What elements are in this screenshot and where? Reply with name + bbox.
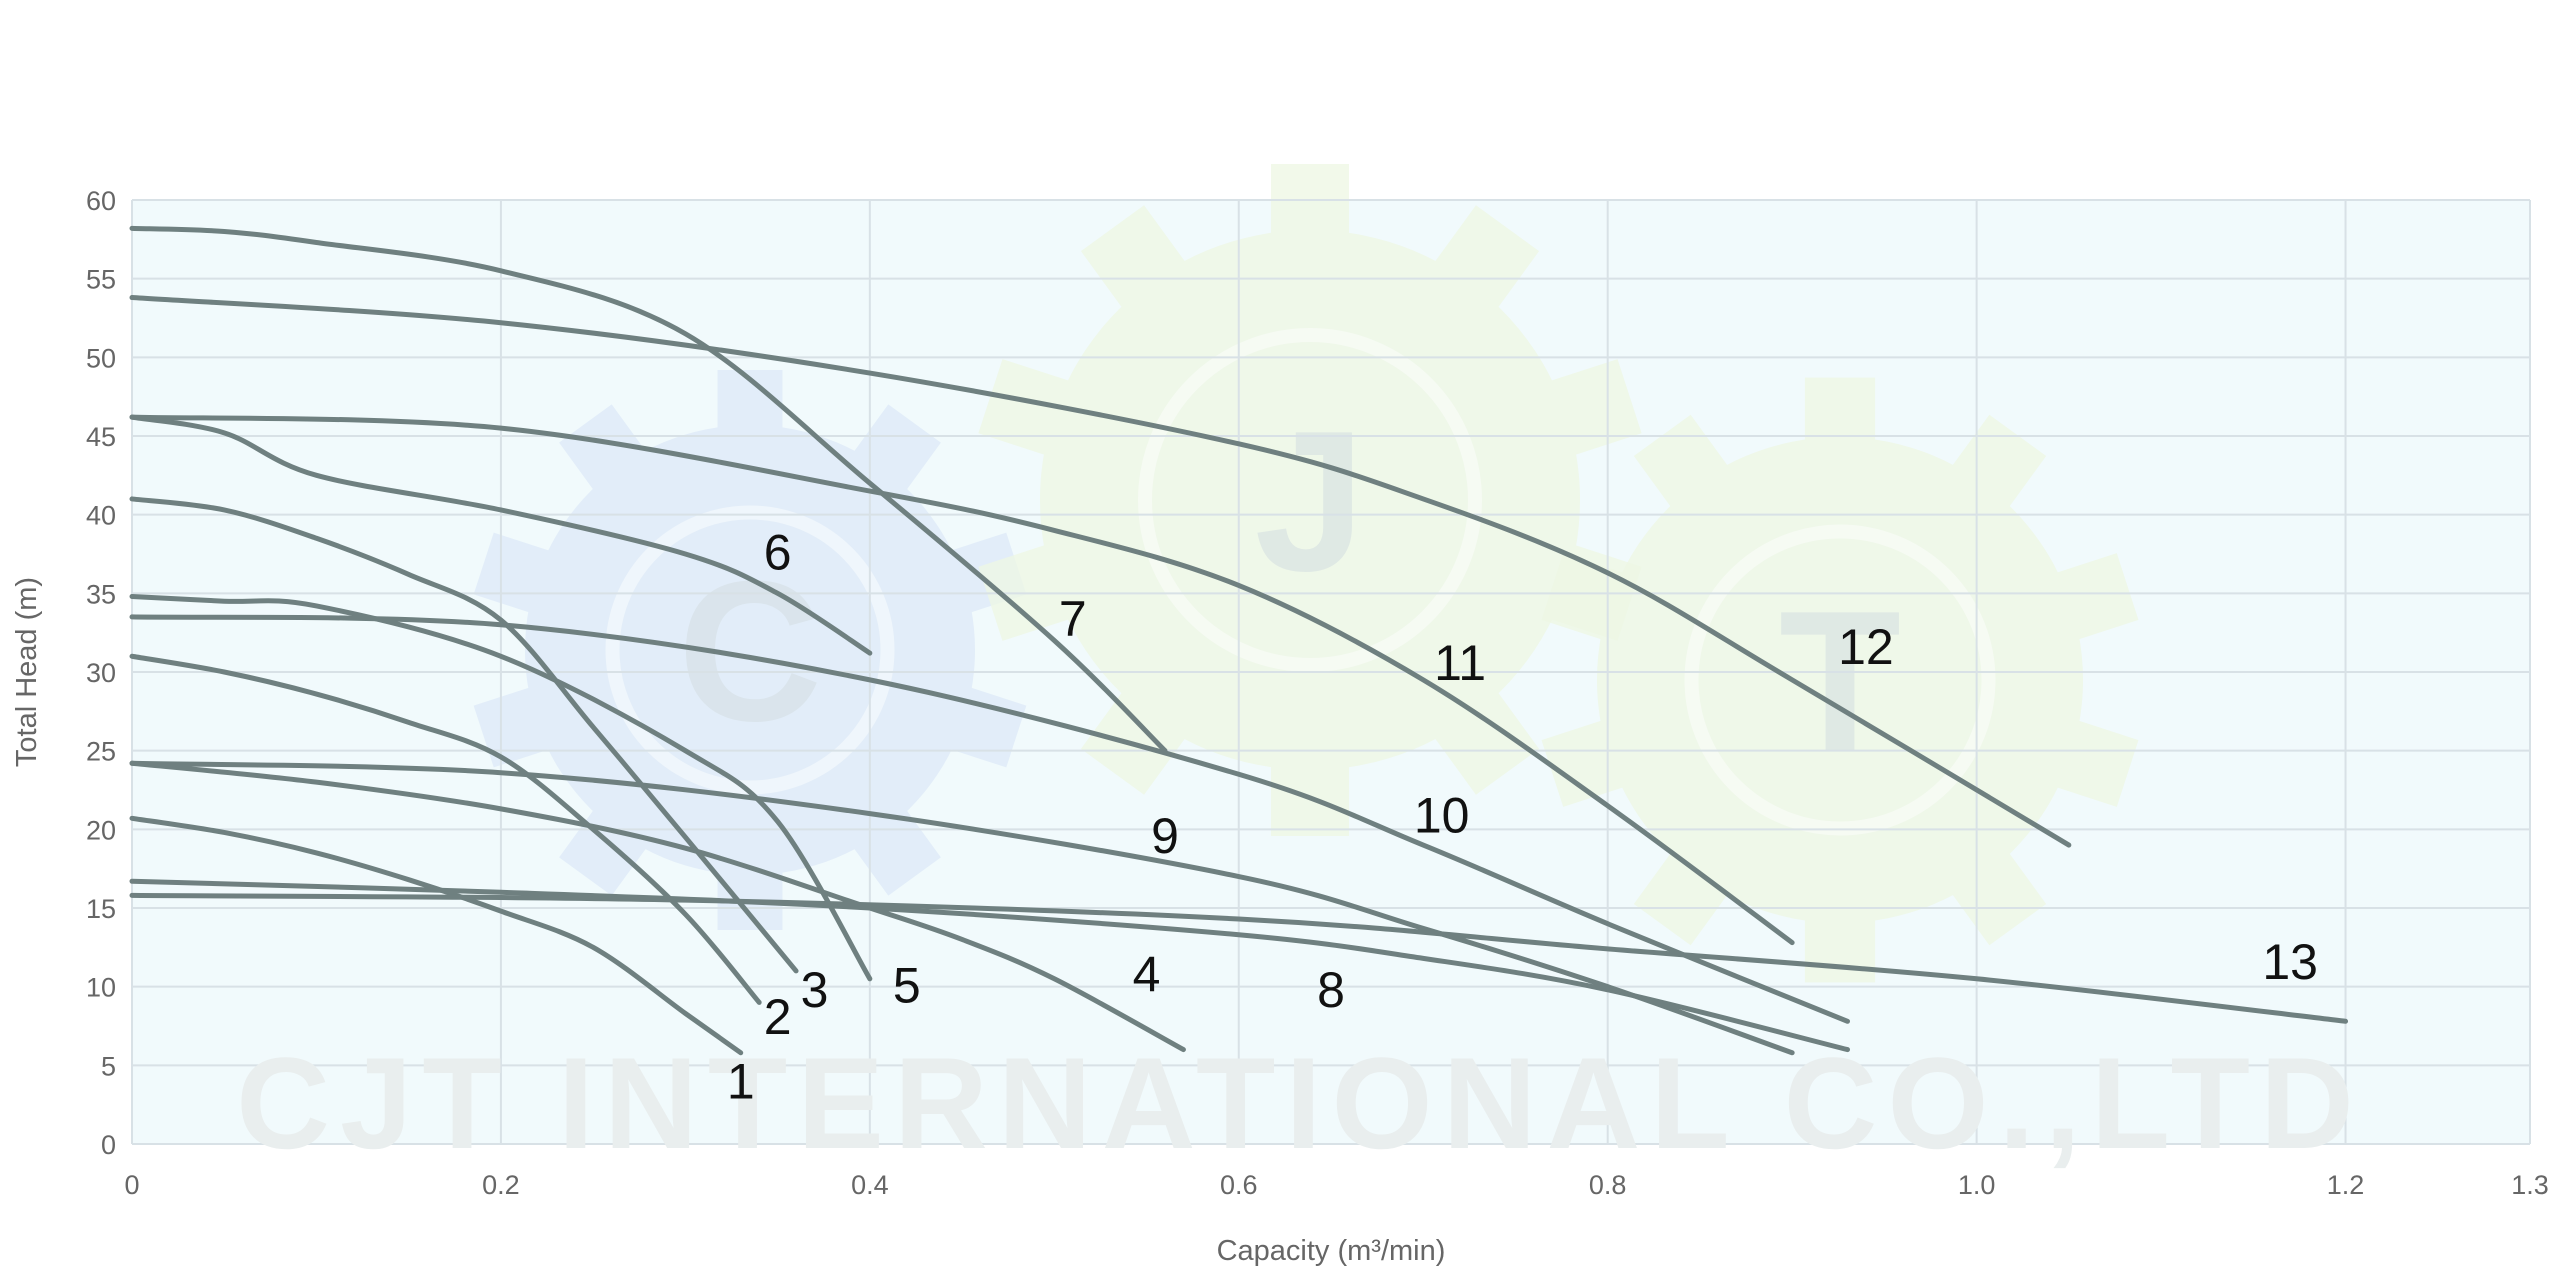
watermark-company-text: CJT INTERNATIONAL CO.,LTD [236,1030,2364,1176]
x-tick-label: 1.0 [1958,1170,1996,1200]
x-axis-title: Capacity (m³/min) [1217,1235,1446,1267]
curve-label-2: 2 [764,989,792,1045]
curve-9 [129,760,1795,1056]
curve-label-8: 8 [1317,962,1345,1018]
x-tick-label: 0 [124,1170,139,1200]
curve-7 [129,225,1168,754]
y-axis-title: Total Head (m) [11,577,43,767]
curve-label-5: 5 [893,957,921,1013]
y-tick-label: 25 [86,737,116,767]
y-tick-label: 45 [86,422,116,452]
curve-label-3: 3 [801,962,829,1018]
curve-label-7: 7 [1059,591,1087,647]
curve-label-11: 11 [1434,635,1486,691]
y-tick-label: 10 [86,973,116,1003]
y-tick-label: 60 [86,186,116,216]
curve-11 [129,414,1795,946]
curve-10 [129,614,1850,1024]
curve-6 [129,414,873,656]
y-tick-label: 15 [86,894,116,924]
curve-label-12: 12 [1838,619,1894,675]
x-tick-label: 0.4 [851,1170,889,1200]
grid-lines [131,199,2531,1145]
watermark-letter-j: J [1254,390,1365,613]
y-tick-label: 35 [86,579,116,609]
curve-3 [129,496,799,974]
y-tick-labels: 0 5 10 15 20 25 30 35 40 45 50 55 60 [86,186,116,1160]
x-tick-label: 1.3 [2511,1170,2549,1200]
y-tick-label: 55 [86,265,116,295]
watermark-gear-3: T [1541,377,2139,983]
watermark-logo: CJT [473,164,2139,983]
curve-4 [129,760,1186,1053]
y-tick-label: 40 [86,501,116,531]
y-tick-label: 20 [86,815,116,845]
y-tick-label: 30 [86,658,116,688]
x-tick-labels: 0 0.2 0.4 0.6 0.8 1.0 1.2 1.3 [124,1170,2548,1200]
watermark-gear-2: J [978,164,1642,836]
curve-label-9: 9 [1151,808,1179,864]
curve-label-4: 4 [1133,946,1161,1002]
curve-13 [129,892,2349,1024]
curve-label-1: 1 [727,1053,755,1109]
curve-5 [129,593,873,982]
y-tick-label: 5 [101,1051,116,1081]
curve-label-6: 6 [764,525,792,581]
curve-12 [129,295,2072,848]
curve-2 [129,653,762,1005]
x-tick-label: 0.8 [1589,1170,1627,1200]
curve-label-10: 10 [1414,787,1470,843]
x-tick-label: 0.2 [482,1170,520,1200]
y-tick-label: 0 [101,1130,116,1160]
curves [129,225,2349,1056]
curve-8 [129,878,1850,1053]
x-tick-label: 0.6 [1220,1170,1258,1200]
curve-label-13: 13 [2262,934,2318,990]
y-tick-label: 50 [86,343,116,373]
x-tick-label: 1.2 [2327,1170,2365,1200]
